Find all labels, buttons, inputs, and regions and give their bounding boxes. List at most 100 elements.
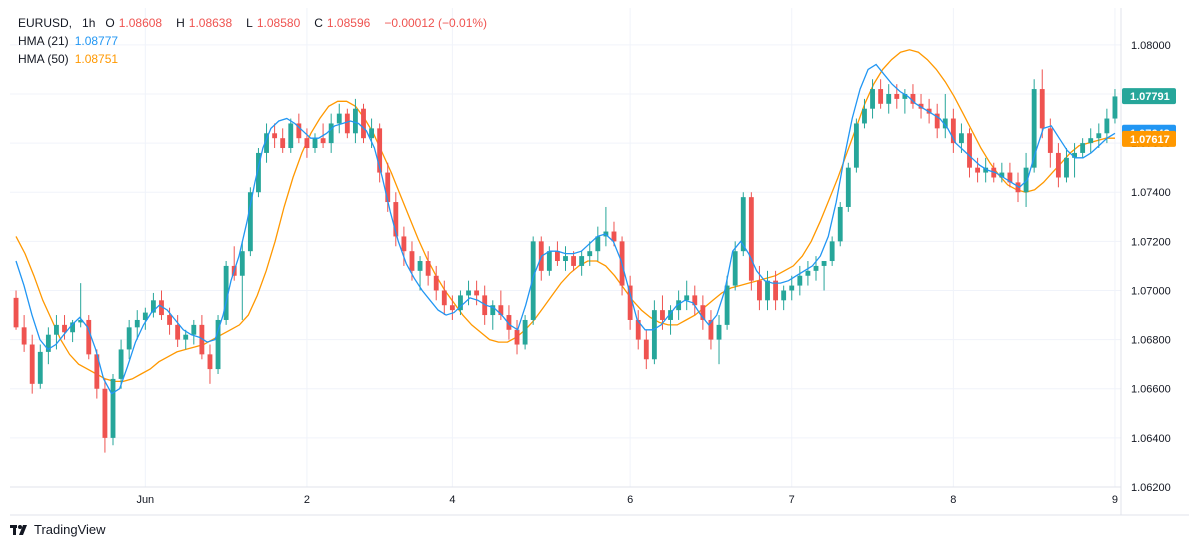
candle — [821, 261, 827, 291]
candle-body — [393, 202, 399, 237]
candle-body — [328, 123, 334, 144]
candle — [199, 315, 205, 360]
candle-body — [385, 172, 391, 203]
candle — [845, 162, 851, 212]
candle — [902, 89, 908, 114]
candle — [748, 192, 754, 291]
candle — [449, 295, 455, 320]
candle-body — [668, 310, 673, 320]
candle — [886, 84, 892, 114]
candle — [466, 280, 471, 306]
candle-body — [910, 93, 916, 104]
candle — [1096, 123, 1102, 149]
candle-body — [1072, 152, 1077, 158]
low-value: 1.08580 — [256, 16, 301, 30]
candle — [635, 310, 641, 350]
candle-body — [732, 251, 738, 286]
candle — [870, 79, 875, 119]
candle — [272, 123, 278, 149]
candle-body — [1096, 133, 1102, 139]
candle-body — [1112, 96, 1118, 119]
candle-body — [118, 349, 124, 379]
candle — [288, 118, 294, 153]
candle — [934, 103, 940, 139]
candle — [563, 246, 568, 271]
candle-body — [37, 351, 43, 384]
candle — [651, 300, 657, 365]
candle — [102, 378, 108, 453]
candle-body — [215, 319, 221, 370]
candle-body — [256, 152, 261, 193]
candle-body — [554, 251, 560, 262]
candle-body — [942, 118, 948, 129]
candle — [247, 187, 253, 257]
candle — [21, 315, 27, 352]
candle-body — [878, 89, 884, 104]
candle — [110, 374, 116, 446]
candle — [183, 329, 189, 350]
candle — [352, 98, 358, 144]
candle-body — [522, 319, 528, 345]
candle — [926, 98, 932, 124]
candle — [1104, 108, 1110, 144]
candle — [458, 290, 463, 316]
grid-lines — [10, 8, 1121, 488]
hma50-row[interactable]: HMA (50) 1.08751 — [18, 50, 491, 68]
candle-body — [433, 275, 439, 291]
candle-body — [110, 378, 116, 438]
candle — [312, 133, 318, 153]
candle-body — [1031, 89, 1037, 168]
candle-body — [611, 231, 617, 242]
candle-body — [757, 280, 762, 301]
candle — [29, 334, 35, 394]
candle-body — [361, 108, 366, 139]
tradingview-brand[interactable]: TradingView — [10, 522, 106, 537]
candle-body — [344, 113, 350, 134]
candle — [215, 315, 221, 375]
candle-body — [797, 275, 803, 286]
candle-body — [781, 290, 787, 301]
candle — [910, 84, 916, 109]
interval-label[interactable]: 1h — [82, 16, 96, 30]
candle — [280, 128, 286, 153]
candle — [45, 327, 51, 365]
candle-body — [312, 138, 318, 149]
candle-body — [191, 324, 197, 335]
candle — [967, 128, 972, 178]
candle — [579, 251, 585, 276]
candle-body — [926, 108, 932, 114]
candle-body — [29, 344, 35, 384]
candle-body — [845, 167, 851, 207]
low-label: L — [246, 16, 253, 30]
open-group: O 1.08608 — [105, 14, 166, 32]
candle-body — [466, 290, 471, 296]
candle-body — [1023, 167, 1029, 193]
candle — [344, 108, 350, 139]
candle-body — [458, 295, 463, 311]
candle — [1072, 143, 1077, 178]
candle-body — [708, 319, 714, 340]
candle — [142, 307, 148, 330]
time-axis[interactable]: Jun2467891113 — [10, 486, 1189, 516]
candle-body — [724, 285, 730, 325]
candle — [1088, 128, 1094, 153]
candle — [878, 79, 884, 109]
hma50-price-tag: 1.07617 — [1122, 130, 1176, 147]
candle-body — [950, 118, 956, 144]
candle — [474, 280, 480, 306]
candle-body — [54, 324, 59, 335]
time-tick-label: 2 — [304, 494, 310, 506]
candle-body — [247, 192, 253, 252]
symbol-label[interactable]: EURUSD, — [18, 16, 73, 30]
candle-body — [498, 305, 504, 316]
candle — [975, 157, 981, 183]
hma21-row[interactable]: HMA (21) 1.08777 — [18, 32, 491, 50]
candle — [441, 280, 447, 316]
high-value: 1.08638 — [188, 16, 233, 30]
candle — [862, 98, 867, 129]
candle — [159, 290, 164, 320]
